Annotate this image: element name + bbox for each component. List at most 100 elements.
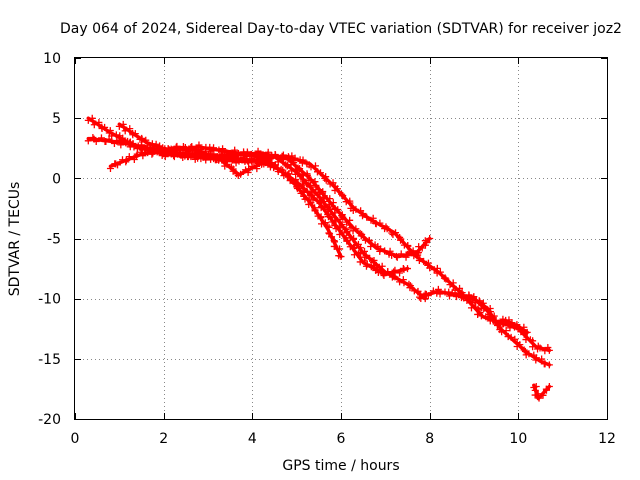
data-point: [129, 140, 137, 148]
data-point: [260, 160, 268, 168]
data-point: [316, 169, 324, 177]
data-point: [301, 195, 309, 203]
data-point: [195, 141, 203, 149]
data-point: [338, 220, 346, 228]
x-axis-label: GPS time / hours: [282, 458, 399, 474]
data-point: [329, 199, 337, 207]
chart-title: Day 064 of 2024, Sidereal Day-to-day VTE…: [60, 21, 622, 37]
data-point: [288, 176, 296, 184]
data-point: [434, 285, 442, 293]
data-point: [396, 278, 404, 286]
plot-frame: [74, 57, 608, 420]
data-point: [133, 150, 141, 158]
y-tick-label: 5: [52, 111, 61, 127]
data-point: [405, 248, 413, 256]
data-point: [456, 284, 464, 292]
data-point: [126, 125, 134, 133]
data-point: [508, 319, 516, 327]
data-point: [311, 162, 319, 170]
data-point: [84, 137, 92, 145]
data-series: [84, 114, 553, 402]
data-point: [445, 288, 453, 296]
data-point: [502, 327, 510, 335]
data-point: [391, 266, 399, 274]
data-point: [277, 165, 285, 173]
data-point: [121, 127, 129, 135]
data-point: [393, 253, 401, 261]
data-point: [322, 176, 330, 184]
data-point: [532, 382, 540, 390]
series-trace: [117, 122, 432, 259]
data-point: [120, 123, 128, 131]
data-point: [114, 161, 122, 169]
data-point: [160, 149, 168, 157]
data-point: [279, 151, 287, 159]
data-point: [404, 242, 412, 250]
y-tick-label: -10: [38, 292, 61, 308]
data-point: [334, 206, 342, 214]
data-point: [392, 252, 400, 260]
data-point: [452, 292, 460, 300]
data-point: [142, 136, 150, 144]
data-point: [156, 142, 164, 150]
data-point: [358, 230, 366, 238]
data-point: [352, 225, 360, 233]
data-point: [388, 251, 396, 259]
data-point: [356, 258, 364, 266]
data-point: [433, 289, 441, 297]
data-point: [424, 259, 432, 267]
data-point: [404, 265, 411, 273]
data-point: [378, 262, 386, 270]
data-point: [325, 201, 333, 209]
data-point: [420, 257, 428, 265]
data-point: [476, 298, 484, 306]
series-track-5: [160, 141, 553, 355]
data-point: [339, 191, 347, 199]
data-point: [346, 199, 354, 207]
data-point: [294, 170, 302, 178]
data-point: [296, 165, 304, 173]
data-point: [309, 196, 317, 204]
data-point: [366, 254, 374, 262]
data-point: [300, 184, 308, 192]
data-point: [326, 195, 334, 203]
data-point: [523, 328, 531, 336]
data-point: [294, 179, 302, 187]
data-point: [143, 141, 151, 149]
data-point: [520, 323, 528, 331]
data-point: [229, 165, 237, 173]
data-point: [259, 155, 267, 163]
data-point: [545, 383, 553, 391]
data-point: [223, 149, 231, 157]
data-point: [248, 162, 256, 170]
data-point: [240, 148, 248, 156]
data-point: [545, 361, 553, 369]
y-tick-label: 10: [43, 51, 61, 67]
data-point: [307, 176, 315, 184]
data-point: [363, 213, 371, 221]
series-track-6: [417, 285, 553, 369]
data-point: [126, 139, 134, 147]
data-point: [356, 248, 364, 256]
data-point: [291, 154, 299, 162]
data-point: [414, 251, 422, 259]
x-tick-label: 10: [509, 431, 527, 447]
data-point: [370, 256, 378, 264]
data-point: [161, 153, 169, 161]
data-point: [106, 165, 114, 172]
data-point: [529, 343, 537, 351]
x-tick-label: 12: [598, 431, 616, 447]
data-point: [436, 268, 444, 276]
data-point: [226, 149, 234, 157]
data-point: [97, 134, 105, 142]
data-point: [545, 346, 553, 354]
data-point: [349, 235, 357, 243]
data-point: [507, 333, 515, 341]
data-point: [106, 127, 114, 135]
data-point: [515, 325, 523, 333]
data-point: [532, 354, 540, 362]
data-point: [206, 153, 214, 161]
data-point: [426, 264, 434, 272]
series-track-1: [84, 114, 345, 261]
data-point: [328, 233, 336, 241]
